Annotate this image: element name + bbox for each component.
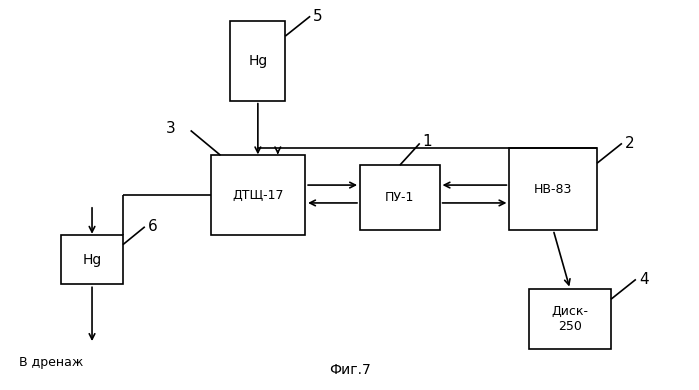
Bar: [510, 148, 597, 230]
Text: 2: 2: [625, 136, 635, 151]
Bar: [231, 21, 285, 101]
Text: 3: 3: [166, 121, 175, 136]
Text: 5: 5: [313, 9, 323, 24]
Text: ДТЩ-17: ДТЩ-17: [232, 188, 284, 202]
Text: Hg: Hg: [248, 54, 268, 68]
Bar: [210, 155, 305, 235]
Bar: [61, 235, 123, 284]
Text: 4: 4: [639, 272, 649, 287]
Text: В дренаж: В дренаж: [20, 356, 84, 369]
Bar: [529, 289, 611, 349]
Bar: [360, 165, 440, 230]
Text: Фиг.7: Фиг.7: [329, 363, 371, 377]
Text: Hg: Hg: [82, 253, 101, 266]
Text: НВ-83: НВ-83: [534, 183, 572, 195]
Text: Диск-
250: Диск- 250: [552, 305, 589, 333]
Text: 1: 1: [423, 134, 433, 149]
Text: ПУ-1: ПУ-1: [385, 191, 415, 204]
Text: 6: 6: [147, 219, 157, 234]
